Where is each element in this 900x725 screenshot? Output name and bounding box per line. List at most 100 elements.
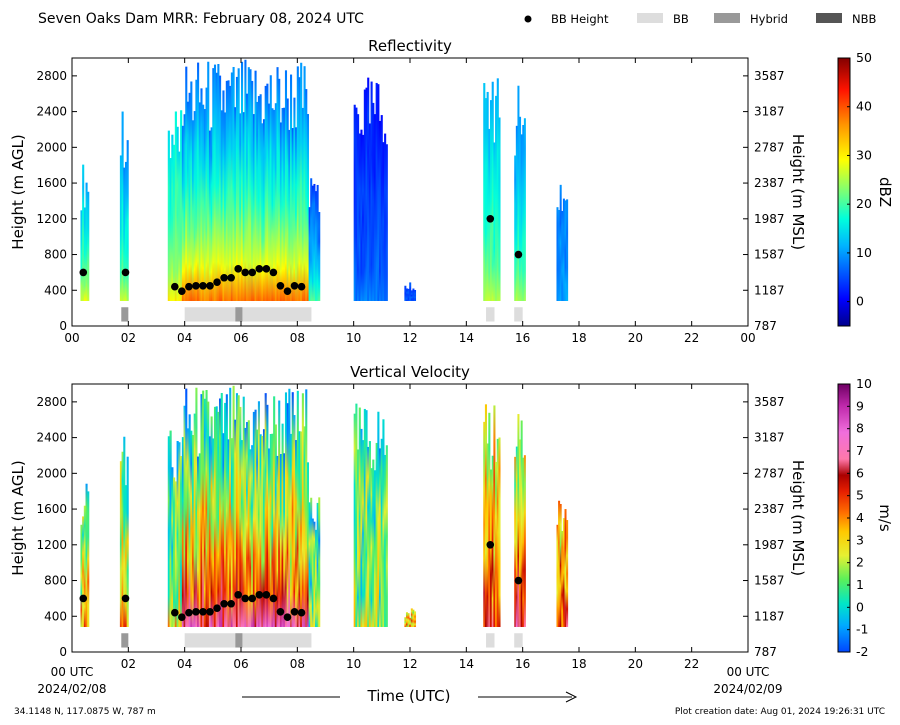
precip-strip bbox=[193, 413, 196, 627]
precip-strip bbox=[300, 62, 303, 301]
precip-strip bbox=[232, 66, 235, 301]
precip-strip bbox=[185, 66, 188, 301]
bb-height-point bbox=[121, 594, 130, 603]
bb-type-bar-bb bbox=[184, 633, 312, 648]
bb-height-point bbox=[262, 265, 271, 273]
precip-strip bbox=[305, 389, 308, 627]
precip-strip bbox=[237, 68, 240, 301]
precip-strip bbox=[261, 435, 264, 627]
x-tick-label: 18 bbox=[571, 331, 586, 345]
precip-strip bbox=[566, 520, 569, 627]
precip-strip bbox=[486, 443, 489, 627]
precip-strip bbox=[483, 83, 486, 301]
precip-strip bbox=[357, 114, 360, 301]
precip-strip bbox=[514, 456, 517, 627]
precip-strip bbox=[241, 61, 244, 301]
precip-strip bbox=[254, 70, 257, 301]
bb-height-point bbox=[121, 268, 130, 277]
y-tick-label: 400 bbox=[44, 283, 67, 297]
precip-strip bbox=[197, 62, 200, 301]
precip-strip bbox=[273, 396, 276, 627]
colorbar-tick-label: 0 bbox=[856, 294, 864, 309]
precip-strip bbox=[190, 430, 193, 627]
precip-strip bbox=[360, 129, 363, 301]
precip-strip bbox=[385, 144, 388, 301]
bb-height-point bbox=[227, 599, 235, 608]
precip-strip bbox=[385, 445, 388, 627]
heatmap-data bbox=[80, 59, 569, 322]
precip-strip bbox=[514, 155, 517, 301]
precip-strip bbox=[229, 387, 232, 627]
bb-height-point bbox=[213, 604, 221, 613]
bb-height-point bbox=[255, 591, 264, 599]
precip-strip bbox=[355, 403, 358, 627]
bb-height-point bbox=[486, 541, 495, 549]
precip-strip bbox=[252, 114, 255, 301]
precip-strip bbox=[375, 442, 378, 627]
bb-type-bar-bb bbox=[486, 633, 495, 648]
precip-strip bbox=[262, 429, 266, 627]
precip-strip bbox=[83, 505, 86, 627]
precip-column bbox=[404, 608, 417, 627]
precip-strip bbox=[210, 416, 213, 627]
precip-strip bbox=[310, 497, 313, 627]
y-axis-label: Height (m AGL) bbox=[9, 460, 27, 575]
bb-height-point bbox=[199, 608, 207, 616]
precip-strip bbox=[188, 414, 191, 627]
colorbar-tick-label: 7 bbox=[856, 443, 864, 458]
precip-strip bbox=[491, 455, 494, 627]
y-tick-label: 0 bbox=[59, 319, 67, 333]
y-tick-label: 2000 bbox=[36, 466, 67, 480]
x-tick-label: 16 bbox=[515, 331, 530, 345]
precip-strip bbox=[85, 182, 88, 301]
precip-strip bbox=[310, 178, 313, 301]
precip-strip bbox=[173, 477, 176, 627]
precip-strip bbox=[212, 68, 215, 301]
colorbar-tick-label: 5 bbox=[856, 488, 864, 503]
precip-column bbox=[167, 110, 183, 301]
precip-strip bbox=[288, 129, 291, 301]
precip-strip bbox=[247, 67, 250, 301]
bb-height-point bbox=[290, 282, 299, 290]
colorbar-label: m/s bbox=[876, 504, 894, 532]
y2-tick-label: 2387 bbox=[754, 502, 785, 516]
precip-strip bbox=[370, 468, 373, 627]
precip-strip bbox=[205, 389, 208, 627]
y2-tick-label: 2387 bbox=[754, 176, 785, 190]
precip-strip bbox=[291, 128, 294, 301]
precip-column bbox=[483, 78, 501, 301]
bb-type-bar-hybrid bbox=[235, 307, 243, 322]
precip-strip bbox=[515, 446, 518, 627]
y-tick-label: 2400 bbox=[36, 105, 67, 119]
precip-column bbox=[181, 385, 309, 627]
precip-strip bbox=[409, 617, 412, 627]
precip-strip bbox=[259, 434, 262, 627]
precip-strip bbox=[365, 410, 368, 627]
time-arrow-head bbox=[565, 691, 578, 703]
precip-strip bbox=[167, 436, 170, 627]
legend-item-nbb: NBB bbox=[816, 12, 876, 26]
x-tick-label: 06 bbox=[233, 331, 248, 345]
precip-strip bbox=[279, 454, 282, 627]
precip-strip bbox=[308, 207, 311, 301]
precip-strip bbox=[200, 394, 203, 627]
precip-strip bbox=[410, 290, 413, 301]
precip-strip bbox=[219, 75, 222, 301]
precip-strip bbox=[301, 107, 304, 301]
bb-height-point bbox=[248, 268, 257, 277]
x-tick-label: 04 bbox=[177, 331, 192, 345]
precip-strip bbox=[315, 191, 318, 301]
precip-strip bbox=[176, 440, 179, 627]
precip-strip bbox=[181, 437, 184, 627]
precip-strip bbox=[183, 405, 186, 627]
precip-strip bbox=[377, 84, 380, 301]
precip-strip bbox=[210, 127, 213, 301]
precip-strip bbox=[523, 455, 526, 627]
precip-strip bbox=[298, 431, 301, 627]
y2-tick-label: 1587 bbox=[754, 574, 785, 588]
precip-strip bbox=[126, 140, 129, 301]
precip-strip bbox=[286, 98, 289, 301]
legend-item-bb-height: BB Height bbox=[524, 12, 609, 26]
precip-strip bbox=[82, 516, 85, 627]
precip-strip bbox=[283, 107, 286, 301]
